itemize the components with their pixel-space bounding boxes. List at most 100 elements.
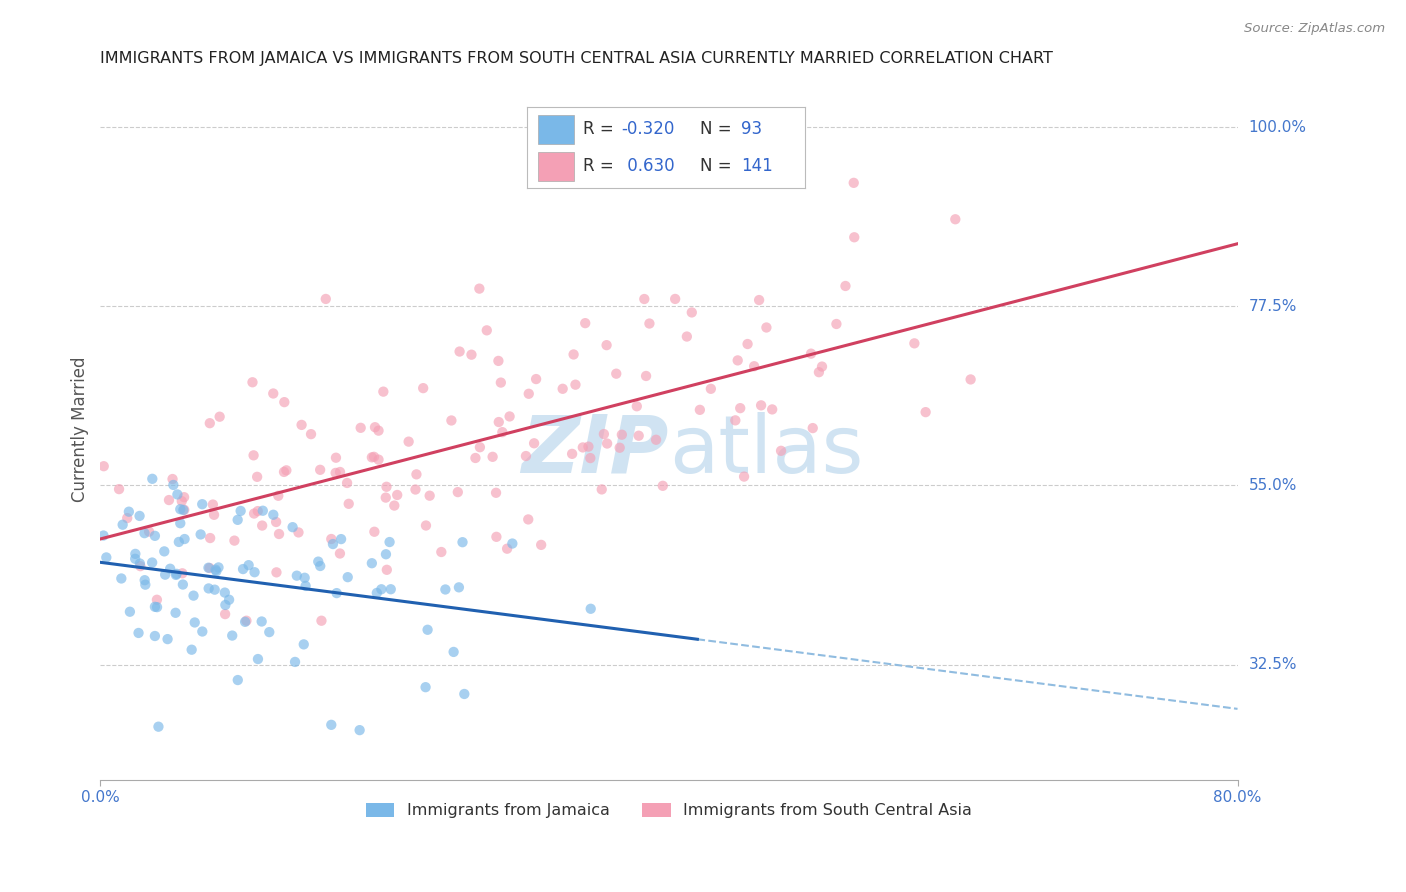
Point xyxy=(311,614,333,628)
Point xyxy=(551,382,574,396)
Point xyxy=(489,376,512,390)
Point xyxy=(329,547,352,561)
Text: 100.0%: 100.0% xyxy=(1249,120,1306,135)
Point xyxy=(290,417,312,432)
Point xyxy=(172,503,194,517)
Point xyxy=(651,479,673,493)
Point xyxy=(449,344,471,359)
Point xyxy=(243,566,266,580)
Point xyxy=(415,680,437,694)
Point xyxy=(229,504,252,518)
Point xyxy=(676,329,699,343)
Point xyxy=(749,398,772,412)
Point xyxy=(281,520,304,534)
Legend: Immigrants from Jamaica, Immigrants from South Central Asia: Immigrants from Jamaica, Immigrants from… xyxy=(359,797,979,824)
Point xyxy=(903,336,925,351)
Text: 32.5%: 32.5% xyxy=(1249,657,1298,672)
Point xyxy=(645,433,668,447)
Point xyxy=(398,434,420,449)
Point xyxy=(197,560,219,574)
Point xyxy=(143,629,166,643)
Point xyxy=(579,601,602,615)
Point xyxy=(825,317,848,331)
Point xyxy=(242,376,264,390)
Point xyxy=(309,463,332,477)
Point xyxy=(485,530,508,544)
Point xyxy=(93,459,115,474)
Point xyxy=(166,487,188,501)
Point xyxy=(204,563,226,577)
Point xyxy=(93,528,115,542)
Point xyxy=(349,723,371,738)
Point xyxy=(517,386,540,401)
Point xyxy=(475,323,498,337)
Point xyxy=(593,427,616,442)
Point xyxy=(800,346,823,360)
Point xyxy=(276,463,298,477)
Point xyxy=(118,605,141,619)
Point xyxy=(755,320,778,334)
Point xyxy=(636,368,658,383)
Point xyxy=(242,448,264,462)
Point xyxy=(197,582,219,596)
Point xyxy=(250,615,273,629)
Point xyxy=(595,338,617,352)
Point xyxy=(434,582,457,597)
Point xyxy=(609,441,631,455)
Point xyxy=(246,504,269,518)
Point xyxy=(169,516,191,531)
Point xyxy=(214,585,236,599)
Point xyxy=(370,582,392,597)
Point xyxy=(143,599,166,614)
Point xyxy=(367,424,389,438)
Point xyxy=(530,538,553,552)
Point xyxy=(447,580,470,594)
Point xyxy=(415,518,437,533)
Point xyxy=(375,480,398,494)
Point xyxy=(141,556,163,570)
Point xyxy=(447,485,470,500)
Point xyxy=(382,499,405,513)
Point xyxy=(226,513,249,527)
Point xyxy=(167,535,190,549)
Y-axis label: Currently Married: Currently Married xyxy=(72,357,89,502)
Point xyxy=(180,642,202,657)
Point xyxy=(770,443,793,458)
Point xyxy=(115,511,138,525)
Point xyxy=(325,586,347,600)
Point xyxy=(201,498,224,512)
Point xyxy=(579,451,602,466)
Point xyxy=(294,579,316,593)
Point xyxy=(664,292,686,306)
Point xyxy=(226,673,249,687)
Point xyxy=(172,577,194,591)
Point xyxy=(183,615,205,630)
Point xyxy=(360,450,382,465)
Point xyxy=(801,421,824,435)
Point xyxy=(287,525,309,540)
Point xyxy=(496,541,519,556)
Point xyxy=(443,645,465,659)
Point xyxy=(578,440,600,454)
Point xyxy=(224,533,246,548)
Point xyxy=(153,567,176,582)
Point xyxy=(273,395,295,409)
Point xyxy=(146,592,169,607)
Point xyxy=(243,507,266,521)
Point xyxy=(165,606,187,620)
Point xyxy=(572,441,595,455)
Point xyxy=(842,176,865,190)
Point xyxy=(336,475,359,490)
Point xyxy=(596,436,619,450)
Point xyxy=(336,570,359,584)
Point xyxy=(162,478,184,492)
Point xyxy=(146,600,169,615)
Point xyxy=(128,557,150,571)
Point xyxy=(468,440,491,454)
Point xyxy=(329,465,352,479)
Point xyxy=(405,483,427,497)
Point xyxy=(143,529,166,543)
Text: 55.0%: 55.0% xyxy=(1249,478,1296,493)
Point xyxy=(96,550,118,565)
Point xyxy=(165,568,187,582)
